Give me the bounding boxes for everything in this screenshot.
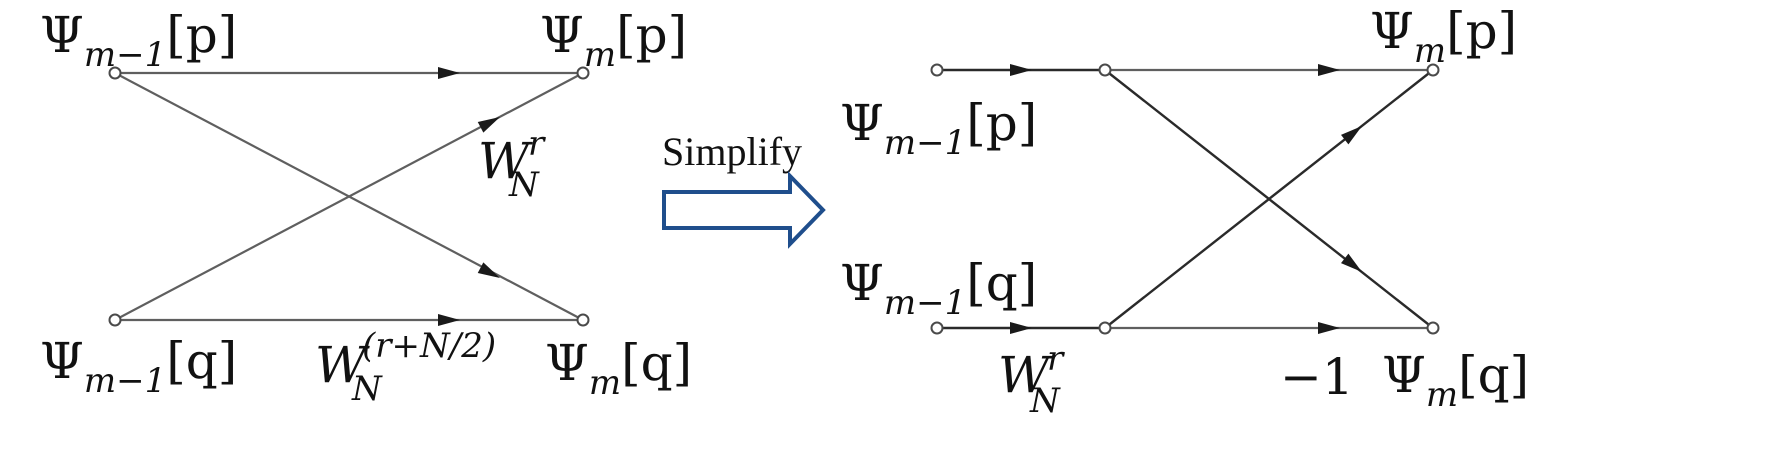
right-node-mid-bottom <box>1098 321 1112 335</box>
twiddle-left-top: W r N <box>478 124 546 205</box>
svg-text:N: N <box>351 369 383 409</box>
svg-text:(r+N/2): (r+N/2) <box>362 326 496 366</box>
label-right-output-top: Ψm[p] <box>1370 2 1517 71</box>
svg-text:W: W <box>478 132 533 190</box>
left-node-bottom-right <box>576 313 590 327</box>
svg-text:r: r <box>528 124 546 164</box>
simplify-transition: Simplify <box>662 129 826 249</box>
twiddle-left-bottom: W (r+N/2) N <box>315 326 496 409</box>
left-top-arrow <box>438 67 460 79</box>
right-input-top-arrow <box>1010 64 1032 76</box>
svg-text:N: N <box>508 165 540 205</box>
simplify-label: Simplify <box>662 129 802 174</box>
left-node-top-right <box>576 66 590 80</box>
label-left-top-right: Ψm[p] <box>540 6 687 75</box>
right-node-input-bottom <box>930 321 944 335</box>
left-node-top-left <box>108 66 122 80</box>
label-left-top-left: Ψm−1[p] <box>40 6 237 75</box>
svg-text:W: W <box>998 346 1053 404</box>
left-bottom-arrow <box>438 314 460 326</box>
right-input-bottom-arrow <box>1010 322 1032 334</box>
right-node-output-top <box>1426 63 1440 77</box>
right-bottom-arrow <box>1318 322 1340 334</box>
left-cross-up-branch <box>114 72 584 321</box>
left-node-bottom-left <box>108 313 122 327</box>
label-left-bottom-left: Ψm−1[q] <box>40 332 237 401</box>
right-node-output-bottom <box>1426 321 1440 335</box>
right-top-arrow <box>1318 64 1340 76</box>
svg-text:W: W <box>315 336 370 394</box>
label-right-output-bottom: Ψm[q] <box>1382 346 1529 415</box>
right-cross-down-arrow <box>1341 253 1362 272</box>
label-right-input-bottom: Ψm−1[q] <box>840 254 1037 323</box>
left-butterfly: Ψm−1[p] Ψm[p] Ψm−1[q] Ψm[q] W r N W (r+N… <box>40 6 692 409</box>
twiddle-right: W r N <box>998 339 1065 421</box>
label-left-bottom-right: Ψm[q] <box>545 334 692 403</box>
right-cross-up-arrow <box>1341 126 1362 145</box>
svg-text:N: N <box>1029 381 1061 421</box>
simplify-arrow-icon <box>662 171 826 249</box>
right-cross-up-branch <box>1104 69 1434 329</box>
svg-text:r: r <box>1047 339 1065 379</box>
left-cross-down-arrow <box>477 262 500 278</box>
left-cross-up-arrow <box>477 117 500 133</box>
right-butterfly: Ψm−1[p] Ψm−1[q] Ψm[p] Ψm[q] W r N −1 <box>840 2 1529 421</box>
minus-one-label: −1 <box>1280 348 1354 406</box>
right-node-mid-top <box>1098 63 1112 77</box>
right-node-input-top <box>930 63 944 77</box>
label-right-input-top: Ψm−1[p] <box>840 94 1037 163</box>
